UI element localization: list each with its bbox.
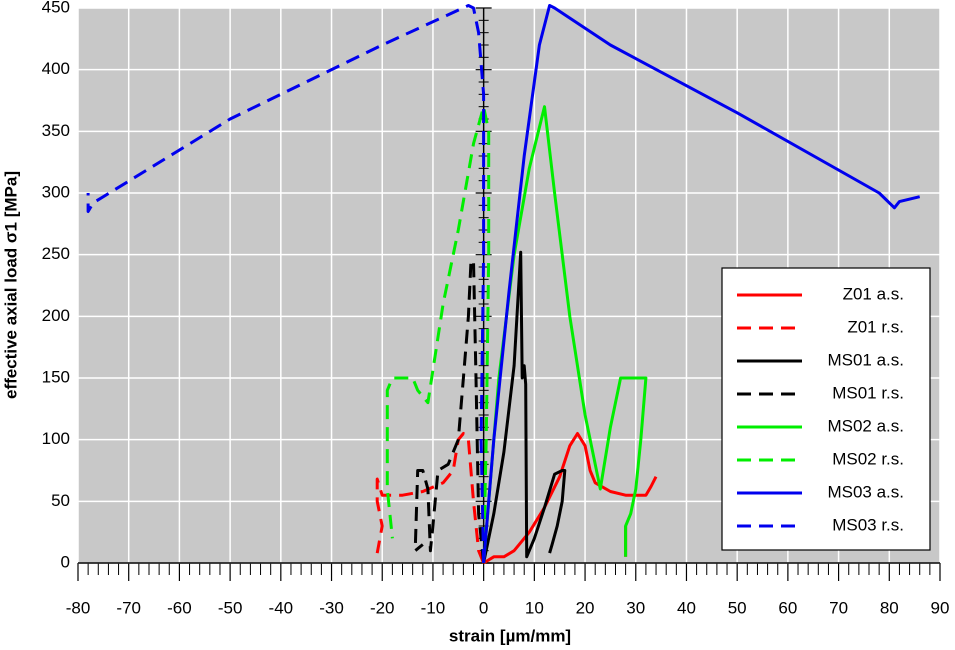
x-tick-label: 20 — [576, 598, 595, 617]
series-line — [482, 4, 921, 564]
x-tick-label: 50 — [728, 598, 747, 617]
y-tick-label: 350 — [42, 121, 70, 140]
legend-label: MS02 a.s. — [827, 416, 904, 435]
legend-label: MS03 r.s. — [832, 515, 904, 534]
x-tick-label: -30 — [319, 598, 344, 617]
x-tick-label: 10 — [525, 598, 544, 617]
series-line — [482, 105, 648, 564]
y-axis-title: effective axial load σ1 [MPa] — [1, 171, 20, 399]
y-tick-label: 400 — [42, 59, 70, 78]
y-tick-label: 0 — [61, 552, 70, 571]
x-tick-label: -20 — [370, 598, 395, 617]
y-tick-label: 250 — [42, 244, 70, 263]
y-tick-label: 300 — [42, 182, 70, 201]
series-line — [375, 432, 485, 564]
x-tick-label: 30 — [626, 598, 645, 617]
series-line — [413, 259, 486, 564]
series-line — [385, 105, 491, 564]
legend-label: MS01 a.s. — [827, 350, 904, 369]
series-line — [86, 4, 486, 564]
x-tick-label: -40 — [269, 598, 294, 617]
y-tick-label: 100 — [42, 429, 70, 448]
y-tick-label: 200 — [42, 306, 70, 325]
legend-label: MS01 r.s. — [832, 383, 904, 402]
legend-label: MS03 a.s. — [827, 482, 904, 501]
x-axis-title: strain [µm/mm] — [449, 626, 571, 645]
x-tick-label: -10 — [421, 598, 446, 617]
legend-label: MS02 r.s. — [832, 449, 904, 468]
y-tick-label: 150 — [42, 367, 70, 386]
series-line — [482, 250, 567, 564]
x-tick-label: -50 — [218, 598, 243, 617]
y-tick-label: 50 — [51, 491, 70, 510]
y-tick-label: 450 — [42, 0, 70, 16]
x-tick-label: 80 — [880, 598, 899, 617]
legend-label: Z01 a.s. — [843, 284, 904, 303]
x-tick-label: 70 — [829, 598, 848, 617]
legend-box — [721, 267, 931, 551]
x-tick-label: -60 — [167, 598, 192, 617]
x-tick-label: 60 — [778, 598, 797, 617]
x-tick-label: -70 — [116, 598, 141, 617]
x-tick-label: 0 — [479, 598, 488, 617]
x-tick-label: -80 — [66, 598, 91, 617]
x-tick-label: 90 — [931, 598, 950, 617]
x-tick-label: 40 — [677, 598, 696, 617]
legend-label: Z01 r.s. — [847, 317, 904, 336]
